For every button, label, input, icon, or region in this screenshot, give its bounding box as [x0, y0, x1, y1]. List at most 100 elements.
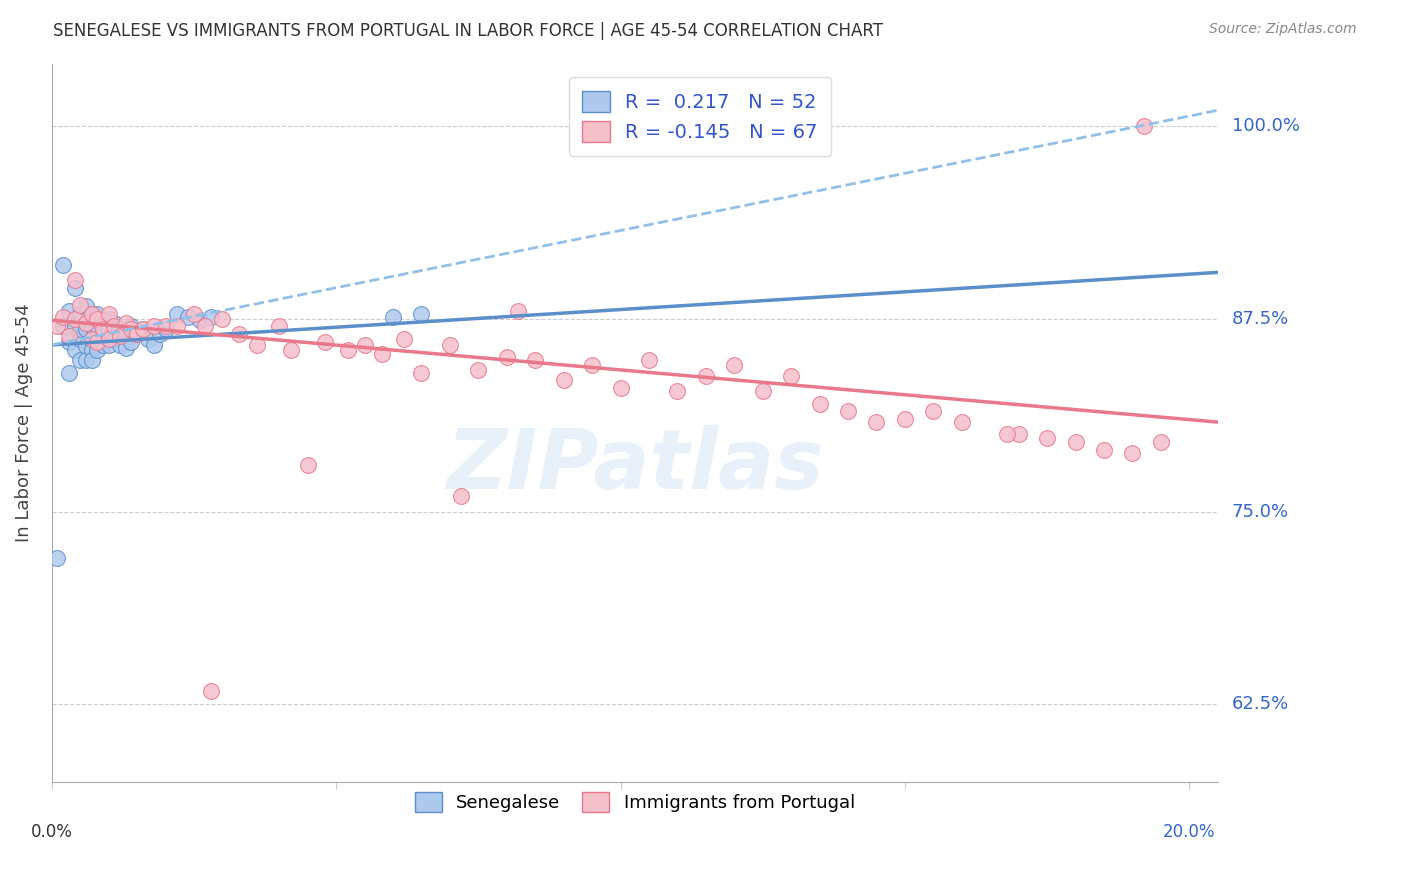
- Point: [75, 322, 97, 336]
- Point: [58, 366, 80, 380]
- Point: [86, 334, 108, 349]
- Point: [143, 338, 166, 352]
- Text: SENEGALESE VS IMMIGRANTS FROM PORTUGAL IN LABOR FORCE | AGE 45-54 CORRELATION CH: SENEGALESE VS IMMIGRANTS FROM PORTUGAL I…: [53, 22, 883, 40]
- Point: [155, 322, 177, 336]
- Point: [138, 332, 160, 346]
- Point: [86, 332, 108, 346]
- Point: [155, 319, 177, 334]
- Point: [91, 327, 114, 342]
- Point: [211, 311, 233, 326]
- Point: [200, 683, 222, 698]
- Point: [75, 339, 97, 353]
- Point: [695, 368, 717, 383]
- Point: [108, 328, 131, 343]
- Point: [52, 258, 75, 272]
- Point: [1133, 119, 1156, 133]
- Point: [269, 319, 291, 334]
- Point: [194, 319, 217, 334]
- Point: [63, 319, 86, 334]
- Point: [314, 334, 336, 349]
- Point: [808, 396, 831, 410]
- Point: [780, 368, 803, 383]
- Point: [581, 358, 603, 372]
- Point: [63, 281, 86, 295]
- Point: [97, 307, 120, 321]
- Point: [91, 338, 114, 352]
- Y-axis label: In Labor Force | Age 45-54: In Labor Force | Age 45-54: [15, 303, 32, 542]
- Point: [97, 332, 120, 346]
- Point: [297, 458, 319, 473]
- Point: [69, 332, 91, 346]
- Point: [638, 353, 661, 368]
- Point: [120, 319, 142, 334]
- Text: ZIPatlas: ZIPatlas: [446, 425, 824, 507]
- Point: [52, 310, 75, 325]
- Point: [995, 427, 1018, 442]
- Point: [91, 322, 114, 336]
- Point: [69, 353, 91, 368]
- Point: [450, 489, 472, 503]
- Point: [950, 415, 973, 429]
- Point: [46, 550, 69, 565]
- Text: 87.5%: 87.5%: [1232, 310, 1289, 327]
- Point: [1150, 435, 1173, 450]
- Point: [86, 307, 108, 321]
- Point: [103, 319, 125, 334]
- Point: [86, 319, 108, 334]
- Point: [609, 381, 631, 395]
- Point: [58, 304, 80, 318]
- Point: [80, 332, 103, 346]
- Point: [666, 384, 689, 399]
- Text: 75.0%: 75.0%: [1232, 502, 1289, 521]
- Point: [188, 313, 211, 327]
- Point: [97, 338, 120, 352]
- Point: [58, 334, 80, 349]
- Point: [125, 327, 148, 342]
- Point: [108, 338, 131, 352]
- Point: [69, 298, 91, 312]
- Point: [132, 322, 155, 336]
- Point: [143, 319, 166, 334]
- Point: [63, 343, 86, 357]
- Point: [75, 353, 97, 368]
- Point: [1064, 435, 1087, 450]
- Point: [1121, 446, 1143, 460]
- Point: [86, 311, 108, 326]
- Point: [177, 310, 200, 325]
- Point: [553, 373, 575, 387]
- Point: [751, 384, 773, 399]
- Point: [149, 327, 172, 342]
- Point: [125, 327, 148, 342]
- Text: 0.0%: 0.0%: [31, 823, 73, 841]
- Point: [228, 327, 250, 342]
- Point: [63, 311, 86, 326]
- Point: [108, 322, 131, 336]
- Point: [52, 319, 75, 334]
- Point: [336, 343, 359, 357]
- Point: [103, 316, 125, 330]
- Point: [86, 343, 108, 357]
- Point: [120, 322, 142, 336]
- Point: [114, 326, 136, 340]
- Point: [80, 332, 103, 346]
- Point: [467, 362, 489, 376]
- Point: [103, 332, 125, 346]
- Point: [80, 343, 103, 357]
- Point: [1092, 442, 1115, 457]
- Point: [370, 347, 392, 361]
- Point: [353, 338, 375, 352]
- Point: [63, 273, 86, 287]
- Point: [75, 299, 97, 313]
- Point: [508, 304, 530, 318]
- Point: [46, 319, 69, 334]
- Point: [114, 341, 136, 355]
- Point: [723, 358, 745, 372]
- Point: [114, 316, 136, 330]
- Point: [80, 307, 103, 321]
- Point: [69, 322, 91, 336]
- Point: [91, 313, 114, 327]
- Point: [132, 322, 155, 336]
- Point: [1008, 427, 1031, 442]
- Point: [183, 307, 205, 321]
- Point: [166, 307, 188, 321]
